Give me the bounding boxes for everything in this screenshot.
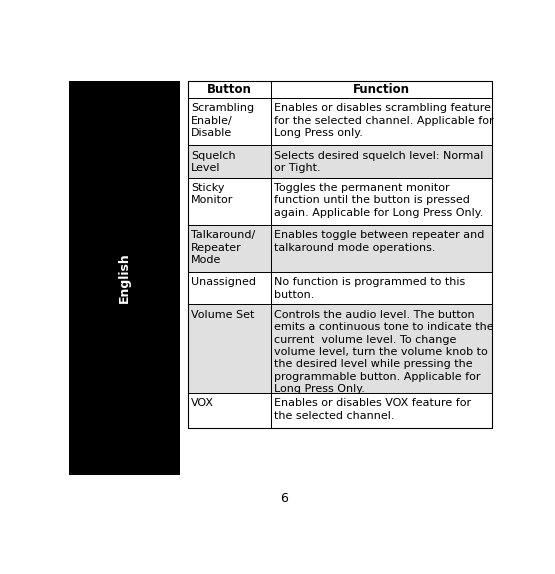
Text: Talkaround/
Repeater
Mode: Talkaround/ Repeater Mode bbox=[191, 230, 255, 265]
Bar bbox=[271, 393, 492, 428]
Text: Button: Button bbox=[206, 83, 251, 96]
Bar bbox=[188, 393, 271, 428]
Text: Controls the audio level. The button
emits a continuous tone to indicate the
cur: Controls the audio level. The button emi… bbox=[274, 310, 494, 394]
Text: Squelch
Level: Squelch Level bbox=[191, 150, 236, 173]
Text: Volume Set: Volume Set bbox=[191, 310, 255, 320]
Bar bbox=[271, 225, 492, 272]
Text: Enables or disables VOX feature for
the selected channel.: Enables or disables VOX feature for the … bbox=[274, 398, 471, 421]
Text: English: English bbox=[118, 253, 132, 303]
Bar bbox=[188, 225, 271, 272]
Bar bbox=[271, 82, 492, 98]
Bar bbox=[188, 82, 271, 98]
Text: Enables toggle between repeater and
talkaround mode operations.: Enables toggle between repeater and talk… bbox=[274, 230, 485, 253]
Text: No function is programmed to this
button.: No function is programmed to this button… bbox=[274, 277, 465, 300]
Bar bbox=[188, 177, 271, 225]
Text: Selects desired squelch level: Normal
or Tight.: Selects desired squelch level: Normal or… bbox=[274, 150, 483, 173]
Text: Enables or disables scrambling feature
for the selected channel. Applicable for
: Enables or disables scrambling feature f… bbox=[274, 103, 494, 138]
Bar bbox=[188, 82, 492, 428]
Bar bbox=[271, 177, 492, 225]
Text: Unassigned: Unassigned bbox=[191, 277, 256, 288]
Text: Function: Function bbox=[353, 83, 410, 96]
Bar bbox=[188, 98, 271, 145]
Text: Scrambling
Enable/
Disable: Scrambling Enable/ Disable bbox=[191, 103, 254, 138]
Bar bbox=[188, 145, 271, 177]
Text: Toggles the permanent monitor
function until the button is pressed
again. Applic: Toggles the permanent monitor function u… bbox=[274, 183, 483, 218]
Text: VOX: VOX bbox=[191, 398, 214, 408]
Bar bbox=[69, 82, 180, 475]
Bar bbox=[271, 145, 492, 177]
Bar bbox=[271, 98, 492, 145]
Bar bbox=[188, 304, 271, 393]
Bar bbox=[271, 304, 492, 393]
Bar bbox=[188, 272, 271, 304]
Text: 6: 6 bbox=[280, 492, 289, 505]
Bar bbox=[271, 272, 492, 304]
Text: Sticky
Monitor: Sticky Monitor bbox=[191, 183, 234, 205]
